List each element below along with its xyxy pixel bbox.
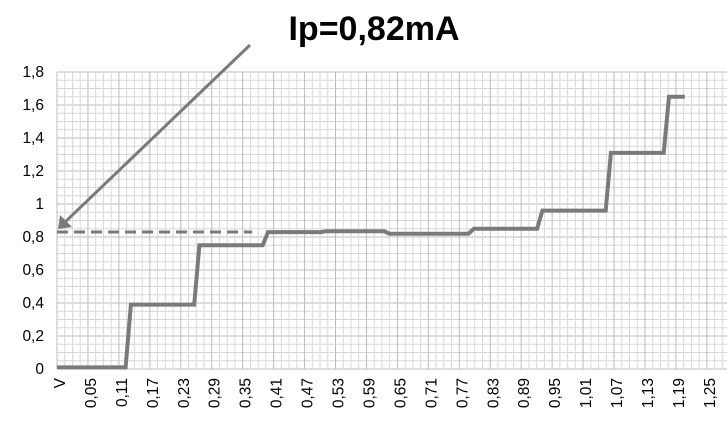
series-group — [57, 94, 685, 370]
x-tick-label: 0,83 — [485, 378, 502, 408]
y-tick-label: 0,8 — [22, 229, 44, 246]
x-tick-label: 0,23 — [176, 378, 193, 408]
y-tick-label: 1,4 — [22, 130, 44, 147]
x-tick-label: 1,25 — [702, 378, 719, 408]
y-tick-label: 1 — [35, 196, 44, 213]
x-tick-label: 0,77 — [454, 378, 471, 408]
y-tick-label: 0,2 — [22, 328, 44, 345]
x-tick-label: 0,11 — [114, 378, 131, 407]
x-tick-label: 1,19 — [671, 378, 688, 408]
annotation-arrow-head — [58, 215, 72, 230]
y-tick-label: 0 — [35, 361, 44, 378]
series-line-0 — [57, 94, 685, 370]
x-tick-label: 0,41 — [269, 378, 286, 408]
x-tick-label: 0,95 — [547, 378, 564, 408]
x-tick-label: 0,65 — [392, 378, 409, 408]
x-tick-label: 1,01 — [578, 378, 595, 408]
x-tick-label: V — [52, 377, 69, 388]
x-tick-label: 0,05 — [83, 378, 100, 408]
y-axis-ticks: 0 0,2 0,4 0,6 0,8 1 1,2 1,4 1,6 1,8 — [22, 64, 44, 378]
x-tick-label: 0,89 — [516, 378, 533, 408]
chart-title: Ip=0,82mA — [288, 10, 459, 48]
y-tick-label: 1,2 — [22, 163, 44, 180]
y-tick-label: 1,8 — [22, 64, 44, 81]
y-tick-label: 0,6 — [22, 262, 44, 279]
annotation-arrow-group — [58, 43, 252, 230]
x-tick-label: 0,53 — [331, 378, 348, 408]
x-tick-label: 1,13 — [640, 378, 657, 408]
x-tick-label: 0,29 — [207, 378, 224, 408]
x-axis-ticks: V 0,05 0,11 0,17 0,23 0,29 0,35 0,41 0,47 0,53 0,5… — [52, 377, 719, 408]
x-tick-label: 0,71 — [423, 378, 440, 408]
x-tick-label: 1,07 — [609, 378, 626, 408]
x-tick-label: 0,17 — [145, 378, 162, 408]
y-tick-label: 0,4 — [22, 295, 44, 312]
x-tick-label: 0,47 — [300, 378, 317, 408]
x-tick-label: 0,35 — [238, 378, 255, 408]
annotation-arrow-shaft — [62, 43, 252, 225]
y-tick-label: 1,6 — [22, 97, 44, 114]
chart-grid — [56, 71, 727, 370]
x-tick-label: 0,59 — [361, 378, 378, 408]
